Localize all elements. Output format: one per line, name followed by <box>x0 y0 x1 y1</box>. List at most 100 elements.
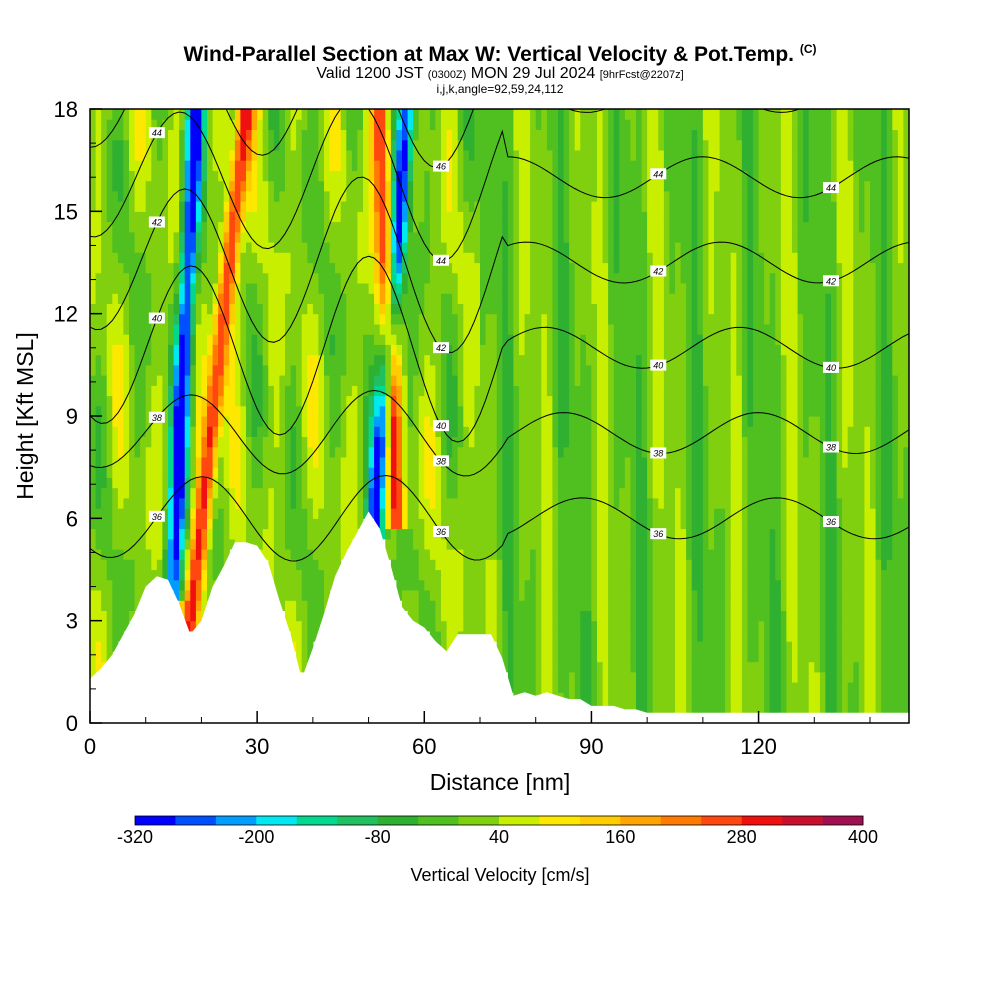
field-cell <box>324 590 331 601</box>
field-cell <box>112 641 119 652</box>
field-cell <box>457 395 464 407</box>
field-cell <box>184 467 191 478</box>
field-cell <box>312 323 320 335</box>
field-cell <box>106 262 113 274</box>
field-cell <box>90 170 97 182</box>
field-cell <box>602 477 609 489</box>
field-cell <box>340 446 347 458</box>
field-cell <box>446 497 453 509</box>
field-cell <box>519 538 526 550</box>
field-cell <box>597 293 604 304</box>
field-cell <box>418 385 425 397</box>
field-cell <box>190 344 197 356</box>
field-cell <box>535 272 542 284</box>
field-cell <box>324 190 331 202</box>
field-cell <box>234 354 242 366</box>
field-cell <box>95 231 102 243</box>
field-cell <box>312 426 320 437</box>
field-cell <box>296 119 303 130</box>
field-cell <box>580 630 587 642</box>
field-cell <box>535 426 542 437</box>
field-cell <box>569 497 576 509</box>
field-cell <box>179 375 186 386</box>
field-cell <box>496 446 503 458</box>
field-cell <box>379 272 386 284</box>
field-cell <box>407 119 414 130</box>
field-cell <box>602 518 609 530</box>
field-cell <box>569 436 576 448</box>
field-cell <box>240 416 247 427</box>
field-cell <box>580 109 587 120</box>
field-cell <box>429 538 437 550</box>
field-cell <box>402 139 409 151</box>
field-cell <box>285 334 292 345</box>
field-cell <box>619 211 626 223</box>
field-cell <box>569 569 576 581</box>
field-cell <box>413 201 420 212</box>
field-cell <box>429 201 437 212</box>
field-cell <box>285 272 292 284</box>
field-cell <box>624 364 632 376</box>
field-cell <box>112 231 119 243</box>
field-cell <box>134 569 141 581</box>
field-cell <box>485 364 492 376</box>
field-cell <box>223 283 230 294</box>
field-cell <box>240 354 247 366</box>
field-cell <box>301 323 308 335</box>
field-cell <box>234 497 242 509</box>
field-cell <box>474 620 481 632</box>
field-cell <box>485 344 492 356</box>
field-cell <box>307 149 314 161</box>
field-cell <box>374 436 381 448</box>
field-cell <box>558 661 565 673</box>
field-cell <box>112 538 119 550</box>
field-cell <box>162 242 169 253</box>
field-cell <box>474 375 481 386</box>
field-cell <box>268 405 275 417</box>
field-cell <box>424 170 431 182</box>
field-cell <box>240 395 247 407</box>
field-cell <box>190 364 197 376</box>
field-cell <box>463 405 470 417</box>
field-cell <box>496 405 503 417</box>
field-cell <box>502 487 509 499</box>
field-cell <box>468 262 476 274</box>
field-cell <box>485 283 492 294</box>
field-cell <box>190 549 197 560</box>
field-cell <box>95 272 102 284</box>
field-cell <box>324 405 331 417</box>
field-cell <box>513 538 520 550</box>
field-cell <box>106 651 113 663</box>
field-cell <box>212 385 219 397</box>
field-cell <box>145 262 152 274</box>
field-cell <box>602 323 609 335</box>
field-cell <box>223 354 230 366</box>
field-cell <box>452 170 459 182</box>
field-cell <box>546 630 554 642</box>
field-cell <box>513 129 520 141</box>
field-cell <box>195 467 203 478</box>
field-cell <box>184 283 191 294</box>
field-cell <box>296 436 303 448</box>
field-cell <box>541 129 548 141</box>
field-cell <box>485 272 492 284</box>
field-cell <box>524 149 531 161</box>
field-cell <box>530 344 537 356</box>
field-cell <box>290 385 297 397</box>
field-cell <box>123 149 130 161</box>
field-cell <box>541 119 548 130</box>
field-cell <box>569 139 576 151</box>
field-cell <box>101 620 108 632</box>
field-cell <box>162 129 169 141</box>
field-cell <box>101 160 108 171</box>
field-cell <box>558 641 565 652</box>
field-cell <box>368 221 375 233</box>
field-cell <box>429 109 437 120</box>
field-cell <box>273 497 281 509</box>
field-cell <box>374 221 381 233</box>
field-cell <box>279 395 286 407</box>
field-cell <box>591 569 598 581</box>
field-cell <box>145 201 152 212</box>
field-cell <box>608 416 615 427</box>
field-cell <box>346 201 353 212</box>
